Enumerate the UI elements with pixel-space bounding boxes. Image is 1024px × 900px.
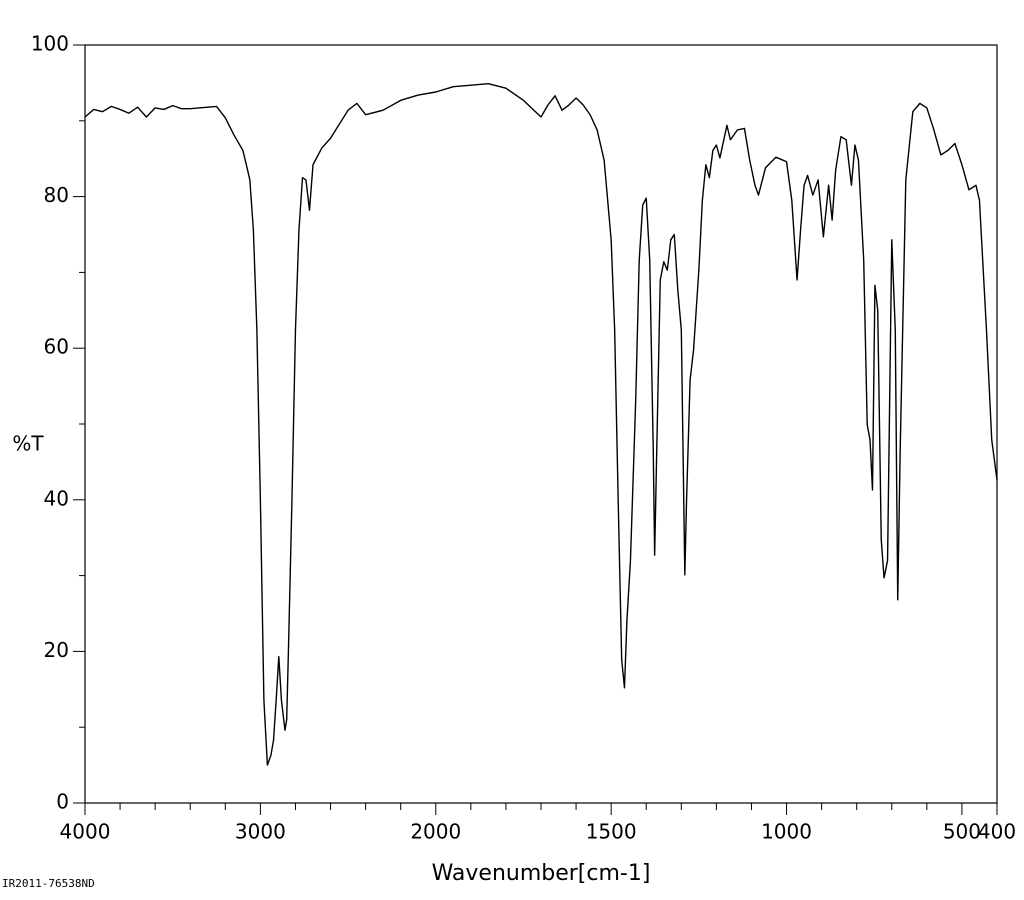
y-tick-label: 40: [44, 486, 69, 510]
x-axis-label: Wavenumber[cm-1]: [432, 861, 651, 886]
x-tick-label: 1500: [586, 820, 637, 844]
y-axis-label: %T: [12, 432, 44, 456]
x-tick-label: 1000: [761, 820, 812, 844]
y-tick-label: 20: [44, 638, 69, 662]
footnote: IR2011-76538ND: [2, 877, 95, 890]
x-tick-label: 2000: [410, 820, 461, 844]
x-tick-label: 4000: [60, 820, 111, 844]
x-tick-label: 500: [943, 820, 981, 844]
y-tick-label: 60: [44, 335, 69, 359]
x-tick-label: 3000: [235, 820, 286, 844]
y-tick-label: 80: [44, 183, 69, 207]
y-tick-label: 100: [31, 32, 69, 56]
x-tick-label: 400: [978, 820, 1016, 844]
y-tick-label: 0: [56, 790, 69, 814]
spectrum-line: [84, 82, 998, 766]
